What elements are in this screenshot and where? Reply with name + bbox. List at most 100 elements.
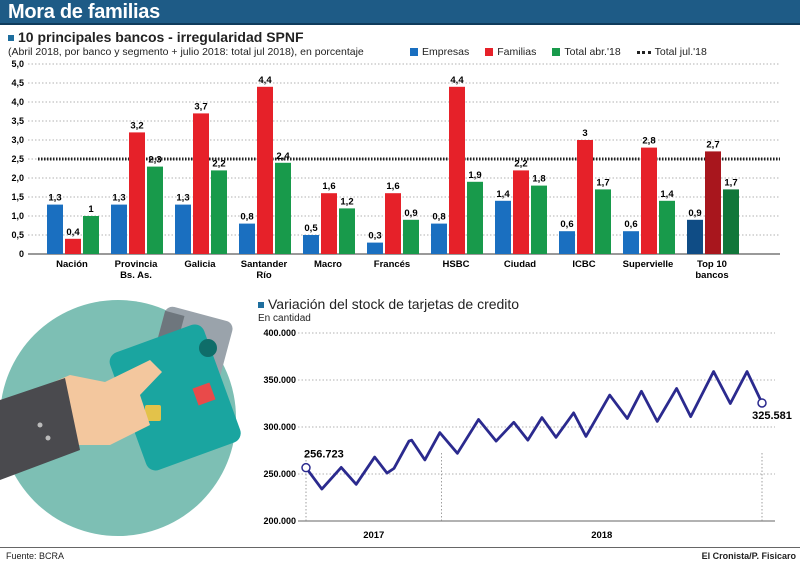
category-label-line: ICBC [572, 259, 595, 270]
y-tick-label: 3,0 [11, 135, 24, 145]
y-tick-label: 0 [19, 249, 24, 259]
bar-empresas [559, 231, 575, 254]
y-tick-label: 300.000 [263, 422, 296, 432]
bar-totalabr [147, 166, 163, 254]
bar-value-label: 2,3 [148, 155, 161, 166]
category-label: Supervielle [623, 259, 674, 270]
bar-totalabr [275, 162, 291, 254]
category-label: Francés [374, 259, 410, 270]
end-marker [757, 398, 767, 408]
bar-empresas [431, 223, 447, 254]
bar-familias [257, 86, 273, 254]
bar-title-text: 10 principales bancos - irregularidad SP… [18, 29, 304, 45]
bar-value-label: 0,3 [368, 231, 381, 242]
bar-familias [513, 170, 529, 254]
y-tick-label: 4,0 [11, 97, 24, 107]
bar-familias [577, 140, 593, 254]
category-label-line: Nación [56, 259, 88, 270]
category-label-line: Bs. As. [120, 270, 152, 281]
bar-value-label: 2,2 [514, 158, 527, 169]
bullet-icon [8, 35, 14, 42]
x-tick-label: 2017 [363, 530, 384, 541]
bar-value-label: 3 [582, 128, 587, 139]
bar-value-label: 0,4 [66, 227, 80, 238]
y-tick-label: 2,0 [11, 173, 24, 183]
y-tick-label: 400.000 [263, 328, 296, 338]
y-tick-label: 4,5 [11, 78, 24, 88]
bar-value-label: 1,2 [340, 196, 353, 207]
legend-familias: Familias [485, 46, 536, 58]
bar-empresas [687, 219, 703, 254]
bar-chart-title: 10 principales bancos - irregularidad SP… [8, 29, 304, 45]
legend-empresas: Empresas [410, 46, 469, 58]
category-label: Top 10 bancos [695, 259, 728, 281]
y-tick-label: 0,5 [11, 230, 24, 240]
bar-value-label: 2,4 [276, 151, 290, 162]
bar-value-label: 2,2 [212, 158, 225, 169]
y-tick-label: 5,0 [11, 59, 24, 69]
bar-value-label: 1,4 [660, 189, 674, 200]
category-label-line: Francés [374, 259, 410, 270]
category-label-line: Río [256, 270, 272, 281]
bar-value-label: 1,6 [322, 181, 335, 192]
y-tick-label: 1,0 [11, 211, 24, 221]
bar-value-label: 4,4 [450, 75, 464, 86]
bar-empresas [623, 231, 639, 254]
category-label: Macro [314, 259, 342, 270]
bullet-icon [258, 302, 264, 309]
bar-value-label: 3,2 [130, 120, 143, 131]
category-label-line: Top 10 [697, 259, 727, 270]
source-note: Fuente: BCRA [6, 551, 65, 561]
bar-value-label: 0,9 [688, 208, 701, 219]
bar-value-label: 0,6 [624, 219, 637, 230]
y-tick-label: 200.000 [263, 516, 296, 526]
bar-empresas [495, 200, 511, 254]
bar-value-label: 1,4 [496, 189, 510, 200]
bar-totalabr [83, 216, 99, 254]
bar-familias [129, 132, 145, 254]
category-label-line: Macro [314, 259, 342, 270]
bar-familias [65, 238, 81, 254]
bar-empresas [111, 204, 127, 254]
bar-value-label: 2,7 [706, 139, 719, 150]
bar-value-label: 0,9 [404, 208, 417, 219]
bar-value-label: 1,9 [468, 170, 481, 181]
bar-legend: Empresas Familias Total abr.'18 Total ju… [410, 46, 707, 58]
bar-empresas [303, 235, 319, 254]
start-value-label: 256.723 [304, 449, 344, 461]
category-label: Provincia Bs. As. [115, 259, 158, 281]
hand-holding-credit-cards-icon [0, 300, 241, 536]
header-bar: Mora de familias [0, 0, 800, 25]
bar-empresas [367, 242, 383, 254]
footer-divider [0, 547, 800, 548]
legend-label: Empresas [422, 46, 470, 58]
bar-familias [449, 86, 465, 254]
y-tick-label: 250.000 [263, 469, 296, 479]
category-label: ICBC [572, 259, 595, 270]
y-tick-label: 350.000 [263, 375, 296, 385]
bar-value-label: 1,7 [596, 177, 609, 188]
y-tick-label: 1,5 [11, 192, 24, 202]
category-label-line: Galicia [184, 259, 216, 270]
bar-totalabr [659, 200, 675, 254]
bar-totalabr [339, 208, 355, 254]
bar-value-label: 1,6 [386, 181, 399, 192]
category-label-line: Santander [241, 259, 288, 270]
bar-totalabr [595, 189, 611, 254]
category-label-line: Ciudad [504, 259, 536, 270]
y-tick-label: 2,5 [11, 154, 24, 164]
bar-value-label: 0,8 [432, 212, 445, 223]
end-value-label: 325.581 [752, 410, 792, 422]
legend-swatch [485, 48, 494, 56]
bar-value-label: 4,4 [258, 75, 272, 86]
bar-value-label: 1,7 [724, 177, 737, 188]
legend-total-abr: Total abr.'18 [552, 46, 621, 58]
y-tick-label: 3,5 [11, 116, 24, 126]
bar-totalabr [531, 185, 547, 254]
bar-totalabr [723, 189, 739, 254]
stock-line [304, 370, 764, 491]
bar-value-label: 1,3 [176, 193, 189, 204]
bar-value-label: 1,8 [532, 174, 545, 185]
legend-label: Total jul.'18 [654, 46, 707, 58]
